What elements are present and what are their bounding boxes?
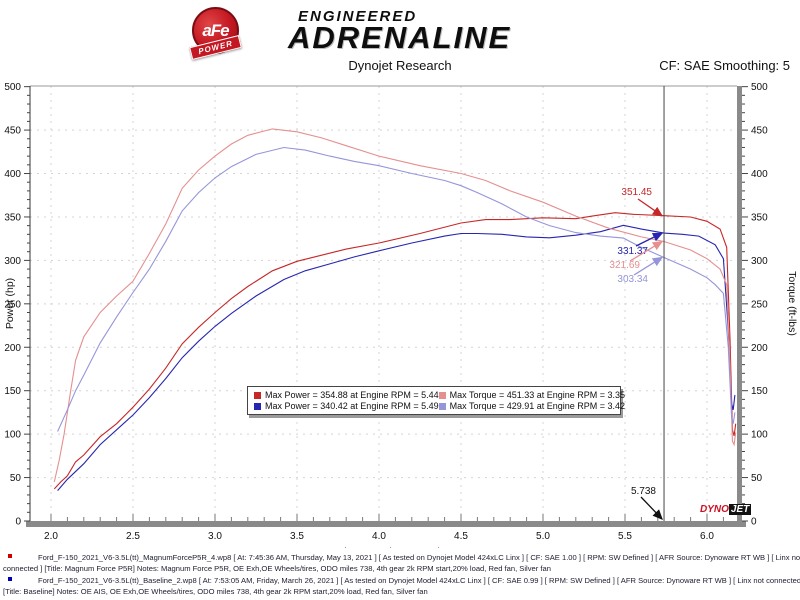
svg-text:350: 350 [4, 212, 21, 223]
svg-text:3.0: 3.0 [208, 531, 222, 542]
run-marker-red [8, 554, 12, 558]
svg-text:300: 300 [4, 256, 21, 267]
run-info-baseline: Ford_F-150_2021_V6-3.5L(tt)_Baseline_2.w… [0, 575, 800, 597]
run-info-line: [Title: Baseline] Notes: OE AIS, OE Exh,… [3, 587, 428, 596]
legend-item-1: Max Torque = 451.33 at Engine RPM = 3.35 [438, 390, 626, 400]
run-info-line: Ford_F-150_2021_V6-3.5L(tt)_MagnumForceP… [38, 553, 800, 562]
legend-swatch-icon [254, 391, 261, 399]
annotation-331.37: 331.37 [617, 246, 648, 257]
svg-text:50: 50 [751, 473, 763, 484]
svg-text:150: 150 [4, 386, 21, 397]
svg-text:200: 200 [4, 343, 21, 354]
legend-label: Max Torque = 429.91 at Engine RPM = 3.42 [449, 401, 626, 411]
dynojet-logo-jet: JET [728, 504, 752, 515]
legend-swatch-icon [438, 402, 446, 410]
svg-text:100: 100 [4, 430, 21, 441]
svg-text:5.0: 5.0 [536, 531, 550, 542]
run-info-magnum-force: Ford_F-150_2021_V6-3.5L(tt)_MagnumForceP… [0, 552, 800, 574]
annotation-351.45: 351.45 [621, 187, 652, 198]
report-title: Dynojet Research [348, 58, 452, 73]
correction-factor-label: CF: SAE Smoothing: 5 [659, 58, 790, 73]
svg-text:500: 500 [751, 82, 768, 93]
annotation-303.34: 303.34 [617, 274, 648, 285]
svg-text:2.5: 2.5 [126, 531, 140, 542]
legend-label: Max Power = 354.88 at Engine RPM = 5.44 [265, 390, 439, 400]
svg-text:400: 400 [751, 169, 768, 180]
svg-text:100: 100 [751, 430, 768, 441]
svg-text:5.5: 5.5 [618, 531, 632, 542]
svg-text:500: 500 [4, 82, 21, 93]
cursor-annotations: 351.45 331.37 321.69 303.34 5.738 [609, 187, 664, 520]
right-axis-title: Torque (ft-lbs) [786, 271, 798, 336]
svg-text:450: 450 [4, 126, 21, 137]
curve-1 [57, 224, 736, 491]
svg-text:150: 150 [751, 386, 768, 397]
legend-swatch-icon [438, 391, 446, 399]
curve-3 [57, 146, 736, 432]
run-marker-blue [8, 577, 12, 581]
dynojet-logo: DYNO JET [700, 504, 752, 515]
svg-text:250: 250 [4, 299, 21, 310]
registered-mark: ® [235, 13, 241, 19]
run-info-line: connected ] [Title: Magnum Force P5R] No… [3, 564, 551, 573]
dynojet-logo-dyno: DYNO [700, 504, 729, 515]
svg-text:4.0: 4.0 [372, 531, 386, 542]
left-axis-title: Power (hp) [4, 278, 16, 329]
curve-0 [53, 212, 737, 490]
y-axis-ticks: 0 0 50 50 100 100 150 150 200 200 250 250 300 300 350 3… [4, 82, 768, 527]
annotation-321.69: 321.69 [609, 260, 640, 271]
x-axis-title: Engine RPM (rpmx1000) [326, 546, 442, 548]
legend-label: Max Power = 340.42 at Engine RPM = 5.49 [265, 401, 439, 411]
run-info-line: Ford_F-150_2021_V6-3.5L(tt)_Baseline_2.w… [38, 576, 800, 585]
svg-text:0: 0 [15, 517, 21, 528]
svg-text:350: 350 [751, 212, 768, 223]
svg-text:300: 300 [751, 256, 768, 267]
legend-label: Max Torque = 451.33 at Engine RPM = 3.35 [449, 390, 626, 400]
grid-lines [30, 86, 737, 521]
afe-logo-text: aFe [202, 20, 229, 40]
dyno-curves [53, 128, 737, 491]
svg-text:6.0: 6.0 [700, 531, 714, 542]
dyno-chart: 0 0 50 50 100 100 150 150 200 200 250 250 300 300 350 3… [0, 78, 800, 558]
svg-text:4.5: 4.5 [454, 531, 468, 542]
legend-item-3: Max Torque = 429.91 at Engine RPM = 3.42 [438, 401, 626, 411]
svg-text:50: 50 [10, 473, 22, 484]
legend-item-0: Max Power = 354.88 at Engine RPM = 5.44 [254, 390, 439, 400]
svg-text:200: 200 [751, 343, 768, 354]
chart-legend: Max Power = 354.88 at Engine RPM = 5.44 M… [247, 386, 625, 415]
curve-2 [53, 128, 737, 483]
svg-text:2.0: 2.0 [44, 531, 58, 542]
annotation-5.738: 5.738 [631, 486, 656, 497]
svg-text:450: 450 [751, 126, 768, 137]
x-axis-ticks: 2.0 2.5 3.0 3.5 4.0 4.5 5.0 5.5 6.0 [44, 514, 724, 542]
legend-item-2: Max Power = 340.42 at Engine RPM = 5.49 [254, 401, 439, 411]
legend-swatch-icon [254, 402, 261, 410]
svg-text:0: 0 [751, 517, 757, 528]
plot-frame [26, 85, 746, 527]
svg-text:250: 250 [751, 299, 768, 310]
dyno-chart-canvas: 0 0 50 50 100 100 150 150 200 200 250 250 300 300 350 3… [4, 82, 798, 558]
afe-brand-logo: aFe ® POWER ENGINEERED ADRENALINE [186, 4, 616, 61]
svg-text:400: 400 [4, 169, 21, 180]
engineered-wordmark: ENGINEERED [298, 8, 418, 25]
afe-logo-circle: aFe ® POWER [189, 7, 243, 61]
svg-text:3.5: 3.5 [290, 531, 304, 542]
adrenaline-wordmark: ADRENALINE [288, 20, 512, 55]
